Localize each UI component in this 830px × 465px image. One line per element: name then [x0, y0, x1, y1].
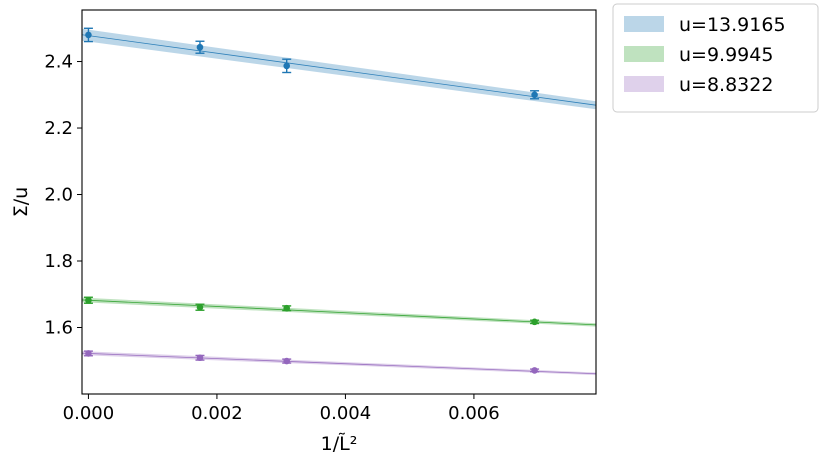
x-axis-ticks: 0.000 0.002 0.004 0.006	[63, 394, 500, 424]
data-point	[282, 357, 292, 365]
data-point	[530, 90, 540, 100]
point-marker	[85, 350, 92, 357]
legend-box	[612, 3, 819, 113]
y-axis-ticks: 1.6 1.8 2.0 2.2 2.4	[44, 52, 82, 339]
data-point	[195, 303, 205, 311]
point-marker	[283, 62, 291, 70]
fit-line-2	[81, 352, 597, 375]
legend-swatch-2	[624, 76, 664, 92]
x-tick-label: 0.002	[191, 403, 243, 424]
point-marker	[531, 318, 538, 326]
y-tick-label: 1.6	[44, 318, 73, 339]
x-axis-label: 1/L̃²	[321, 433, 358, 455]
data-point	[83, 296, 93, 304]
data-points	[83, 27, 540, 374]
legend-label-0: u=13.9165	[679, 14, 786, 36]
point-marker	[85, 31, 92, 39]
data-point	[282, 304, 292, 312]
point-marker	[531, 367, 538, 374]
legend-label-1: u=9.9945	[679, 44, 773, 66]
y-tick-label: 2.0	[44, 185, 73, 206]
point-marker	[196, 43, 204, 51]
data-point	[195, 354, 205, 362]
fit-bands	[82, 28, 596, 376]
point-marker	[196, 354, 204, 362]
point-marker	[196, 303, 204, 311]
y-tick-label: 2.2	[44, 118, 73, 139]
x-tick-label: 0.000	[63, 403, 115, 424]
fit-line-1	[81, 299, 597, 326]
fit-band-0	[82, 28, 596, 110]
legend-label-2: u=8.8322	[679, 74, 773, 96]
data-point	[195, 40, 205, 54]
x-tick-label: 0.004	[320, 403, 372, 424]
data-point	[83, 350, 93, 357]
data-point	[530, 318, 540, 326]
data-point	[83, 27, 93, 43]
plot-frame	[81, 9, 597, 395]
fit-line-0	[81, 34, 597, 106]
y-tick-label: 2.4	[44, 52, 73, 73]
x-tick-label: 0.006	[448, 403, 500, 424]
point-marker	[85, 296, 92, 304]
legend-swatch-1	[624, 46, 664, 62]
point-marker	[531, 91, 538, 99]
y-axis-label: Σ/u	[10, 187, 32, 217]
data-point	[282, 58, 292, 74]
data-point	[530, 367, 540, 374]
legend: u=13.9165 u=9.9945 u=8.8322	[612, 3, 819, 113]
legend-swatch-0	[624, 16, 664, 32]
point-marker	[283, 304, 291, 312]
y-tick-label: 1.8	[44, 251, 73, 272]
point-marker	[283, 357, 291, 365]
fit-lines	[81, 34, 597, 375]
